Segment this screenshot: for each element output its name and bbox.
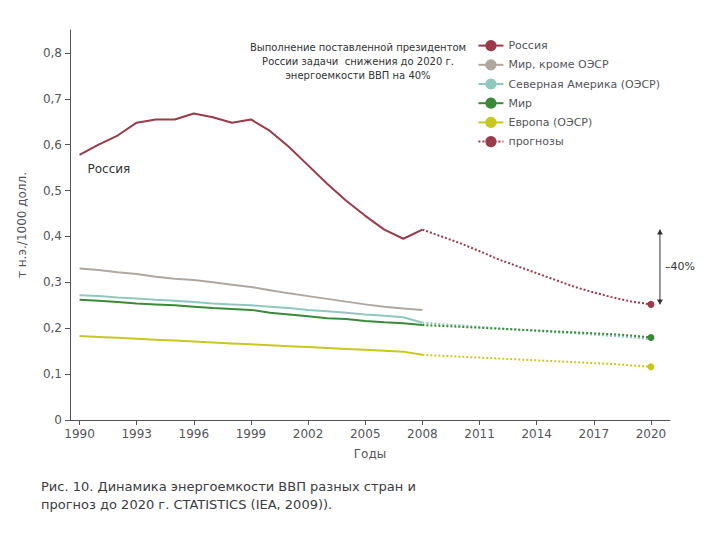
svg-text:0,5: 0,5 bbox=[43, 184, 62, 198]
svg-text:2017: 2017 bbox=[579, 427, 610, 441]
svg-text:России задачи снижения до 202: России задачи снижения до 2020 г. bbox=[262, 56, 454, 67]
svg-text:энергоемкости ВВП на 40%: энергоемкости ВВП на 40% bbox=[285, 70, 430, 81]
svg-text:2005: 2005 bbox=[350, 427, 381, 441]
svg-text:Россия: Россия bbox=[508, 39, 547, 52]
svg-text:2008: 2008 bbox=[407, 427, 438, 441]
svg-text:Мир, кроме ОЭСР: Мир, кроме ОЭСР bbox=[508, 58, 609, 71]
svg-text:прогнозы: прогнозы bbox=[508, 135, 563, 148]
svg-text:0,6: 0,6 bbox=[43, 138, 62, 152]
svg-text:прогноз до 2020 г. СTATISTICS: прогноз до 2020 г. СTATISTICS (IEA, 2009… bbox=[41, 497, 332, 512]
svg-text:0,1: 0,1 bbox=[43, 367, 62, 381]
svg-text:1999: 1999 bbox=[236, 427, 267, 441]
svg-text:0,4: 0,4 bbox=[43, 229, 62, 243]
svg-text:2020: 2020 bbox=[636, 427, 667, 441]
svg-text:Годы: Годы bbox=[354, 447, 386, 461]
svg-text:т н.э./1000 долл.: т н.э./1000 долл. bbox=[15, 172, 29, 278]
svg-text:1990: 1990 bbox=[64, 427, 95, 441]
svg-text:Европа (ОЭСР): Европа (ОЭСР) bbox=[508, 116, 592, 129]
svg-text:0,3: 0,3 bbox=[43, 275, 62, 289]
svg-text:–40%: –40% bbox=[665, 260, 695, 273]
svg-text:2002: 2002 bbox=[293, 427, 324, 441]
svg-text:Россия: Россия bbox=[88, 162, 131, 176]
svg-text:1993: 1993 bbox=[121, 427, 152, 441]
svg-text:2011: 2011 bbox=[464, 427, 495, 441]
svg-text:Мир: Мир bbox=[508, 97, 532, 110]
svg-text:0,2: 0,2 bbox=[43, 321, 62, 335]
svg-text:1996: 1996 bbox=[179, 427, 210, 441]
svg-text:Выполнение поставленной презид: Выполнение поставленной президентом bbox=[250, 42, 466, 53]
svg-text:0: 0 bbox=[54, 413, 62, 427]
svg-text:0,7: 0,7 bbox=[43, 92, 62, 106]
svg-text:2014: 2014 bbox=[521, 427, 552, 441]
svg-text:Рис. 10. Динамика энергоемкост: Рис. 10. Динамика энергоемкости ВВП разн… bbox=[41, 479, 416, 494]
svg-text:0,8: 0,8 bbox=[43, 46, 62, 60]
svg-text:Северная Америка (ОЭСР): Северная Америка (ОЭСР) bbox=[508, 78, 660, 91]
